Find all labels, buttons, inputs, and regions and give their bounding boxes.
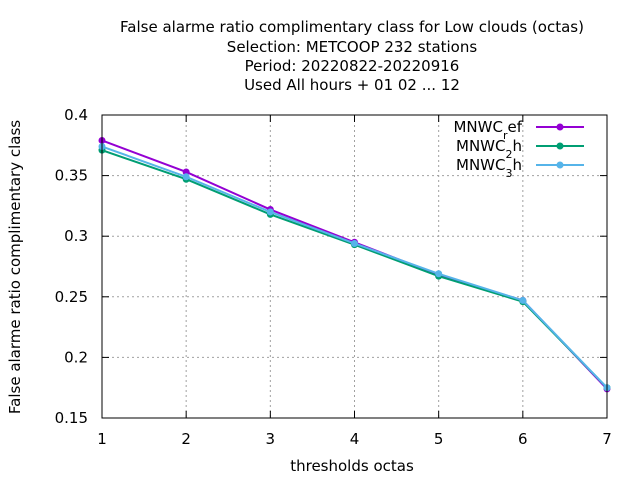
y-axis-label: False alarme ratio complimentary class — [6, 120, 24, 414]
y-tick-label: 0.35 — [55, 167, 88, 185]
data-point-MNWC_3h — [351, 239, 358, 247]
x-tick-label: 1 — [97, 430, 107, 448]
x-tick-label: 5 — [434, 430, 444, 448]
title-line-1: False alarme ratio complimentary class f… — [120, 18, 584, 36]
x-tick-label: 2 — [181, 430, 191, 448]
data-point-MNWC_3h — [182, 173, 190, 181]
data-point-MNWC_3h — [266, 208, 274, 216]
legend-marker-MNWC_2h — [556, 142, 564, 150]
chart-title: False alarme ratio complimentary class f… — [120, 18, 584, 94]
y-tick-label: 0.15 — [55, 409, 88, 427]
title-line-2: Selection: METCOOP 232 stations — [227, 38, 478, 56]
plot-frame — [101, 114, 608, 419]
series-group — [98, 136, 611, 393]
title-line-4: Used All hours + 01 02 ... 12 — [244, 76, 460, 94]
data-point-MNWC_3h — [435, 270, 443, 278]
legend-label-MNWC_3h: MNWC3h — [456, 156, 522, 180]
y-tick-label: 0.25 — [55, 288, 88, 306]
legend-marker-MNWC_3h — [556, 161, 564, 169]
legend-label-MNWC_ref: MNWCref — [453, 118, 522, 142]
tick-labels: 1 2 3 4 5 6 7 0.15 0.2 0.25 0.3 0.35 0.4 — [55, 106, 612, 448]
y-tick-label: 0.3 — [64, 227, 88, 245]
x-axis-label: thresholds octas — [290, 457, 414, 475]
legend-marker-MNWC_ref — [556, 123, 564, 131]
y-tick-label: 0.4 — [64, 106, 88, 124]
grid — [102, 115, 607, 418]
x-tick-label: 4 — [350, 430, 360, 448]
data-point-MNWC_ref — [182, 168, 190, 176]
y-tick-label: 0.2 — [64, 348, 88, 366]
title-line-3: Period: 20220822-20220916 — [245, 57, 460, 75]
x-tick-label: 6 — [518, 430, 528, 448]
data-point-MNWC_3h — [519, 296, 527, 304]
x-tick-label: 7 — [602, 430, 612, 448]
x-tick-label: 3 — [266, 430, 276, 448]
legend-label-MNWC_2h: MNWC2h — [456, 137, 522, 161]
